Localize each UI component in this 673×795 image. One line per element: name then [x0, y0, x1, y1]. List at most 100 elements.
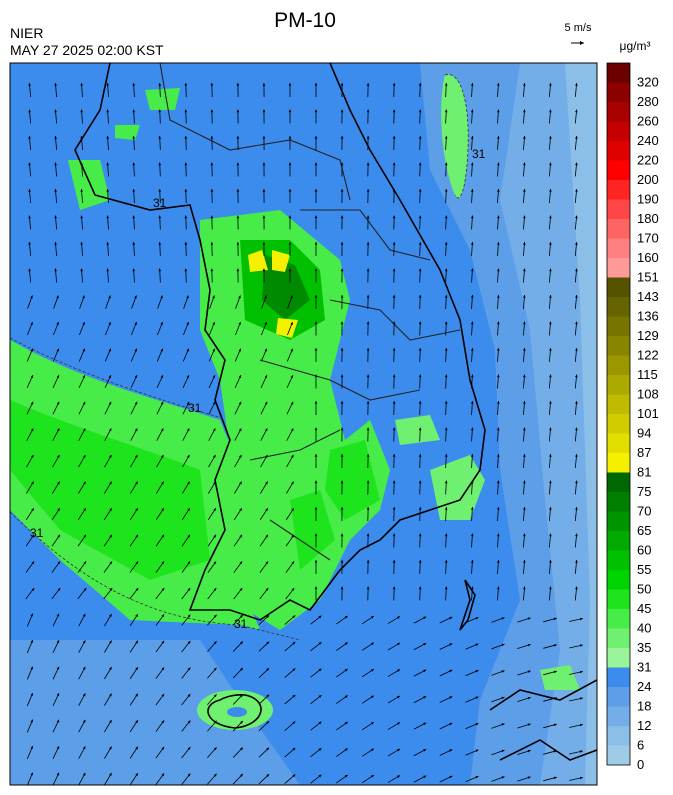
- wind-arrowhead: [575, 401, 578, 404]
- colorbar-swatch: [607, 199, 630, 219]
- wind-arrows: [25, 82, 583, 785]
- wind-arrowhead: [397, 642, 401, 646]
- wind-arrowhead: [212, 375, 216, 379]
- wind-arrowhead: [186, 454, 190, 458]
- wind-arrowhead: [314, 136, 318, 139]
- wind-arrowhead: [470, 215, 474, 219]
- wind-arrowhead: [444, 268, 448, 272]
- wind-arrowhead: [109, 508, 112, 512]
- wind-arrowhead: [496, 109, 500, 113]
- wind-arrowhead: [366, 295, 370, 298]
- wind-arrowhead: [475, 643, 479, 647]
- wind-arrowhead: [496, 268, 500, 272]
- wind-arrowhead: [291, 481, 294, 485]
- wind-arrowhead: [160, 295, 163, 299]
- wind-arrowhead: [549, 189, 552, 192]
- wind-arrowhead: [108, 348, 111, 352]
- wind-arrowhead: [213, 481, 216, 485]
- wind-arrowhead: [83, 561, 87, 565]
- colorbar-label: 18: [637, 699, 651, 714]
- wind-arrowhead: [28, 109, 31, 113]
- wind-arrowhead: [161, 720, 165, 724]
- wind-arrowhead: [553, 697, 557, 700]
- coastline: [74, 63, 597, 761]
- wind-arrowhead: [238, 454, 242, 458]
- wind-arrowhead: [418, 480, 422, 484]
- wind-arrowhead: [549, 401, 552, 404]
- wind-arrowhead: [370, 722, 374, 725]
- wind-arrowhead: [418, 189, 422, 192]
- wind-arrowhead: [132, 83, 136, 86]
- wind-arrowhead: [135, 773, 138, 777]
- wind-arrowhead: [366, 401, 370, 404]
- wind-arrowhead: [522, 454, 526, 457]
- wind-arrowhead: [54, 268, 57, 272]
- colorbar-swatch: [607, 160, 630, 180]
- wind-arrowhead: [344, 668, 348, 672]
- low-area: [565, 63, 597, 785]
- wind-arrowhead: [265, 587, 269, 591]
- wind-arrowhead: [212, 428, 216, 432]
- contour-label: 31: [153, 196, 167, 210]
- wind-arrowhead: [344, 721, 348, 725]
- wind-arrowhead: [187, 508, 190, 512]
- wind-arrowhead: [82, 321, 85, 325]
- high-spot: [248, 250, 298, 338]
- wind-arrowhead: [210, 215, 214, 219]
- wind-arrowhead: [31, 508, 34, 512]
- wind-arrowhead: [132, 242, 136, 245]
- wind-arrowhead: [57, 561, 61, 565]
- wind-arrowhead: [579, 723, 583, 727]
- contour-lines: [10, 74, 469, 641]
- wind-arrowhead: [470, 454, 474, 457]
- wind-arrowhead: [522, 136, 526, 139]
- wind-arrowhead: [56, 428, 60, 432]
- wind-arrowhead: [522, 586, 526, 590]
- wind-arrowhead: [340, 242, 344, 245]
- wind-arrowhead: [31, 481, 34, 485]
- colorbar-label: 320: [637, 75, 659, 90]
- wind-arrowhead: [292, 641, 296, 645]
- wind-arrowhead: [262, 215, 266, 219]
- wind-arrowhead: [501, 670, 505, 673]
- wind-arrowhead: [54, 109, 57, 113]
- wind-arrowhead: [161, 773, 165, 777]
- wind-arrowhead: [527, 617, 531, 620]
- wind-arrowhead: [210, 83, 214, 86]
- wind-arrowhead: [135, 720, 138, 724]
- wind-arrowhead: [496, 533, 500, 537]
- wind-arrowhead: [549, 242, 552, 245]
- wind-arrowhead: [238, 401, 242, 405]
- wind-arrowhead: [56, 640, 60, 644]
- wind-arrowhead: [80, 83, 84, 86]
- wind-arrowhead: [496, 560, 500, 563]
- wind-arrowhead: [158, 268, 162, 272]
- wind-arrowhead: [82, 772, 86, 776]
- wind-arrowhead: [575, 189, 578, 192]
- wind-arrowhead: [82, 640, 86, 644]
- wind-arrowhead: [522, 374, 526, 378]
- wind-arrowhead: [56, 295, 59, 299]
- colorbar-label: 160: [637, 250, 659, 265]
- wind-arrowhead: [366, 83, 370, 86]
- wind-arrowhead: [496, 215, 500, 219]
- wind-arrowhead: [575, 348, 578, 351]
- wind-arrowhead: [527, 696, 531, 700]
- wind-arrowhead: [418, 348, 422, 351]
- wind-arrowhead: [501, 776, 505, 779]
- wind-arrowhead: [108, 428, 112, 432]
- colorbar-swatch: [607, 336, 630, 356]
- wind-arrowhead: [496, 427, 500, 431]
- wind-arrowhead: [366, 189, 370, 192]
- colorbar-swatch: [607, 589, 630, 609]
- wind-arrowhead: [213, 587, 217, 591]
- wind-arrowhead: [549, 480, 552, 484]
- wind-arrowhead: [575, 454, 578, 457]
- wind-arrowhead: [418, 427, 422, 431]
- wind-arrowhead: [340, 215, 344, 219]
- wind-arrowhead: [470, 295, 474, 298]
- wind-arrowhead: [501, 749, 505, 753]
- wind-arrowhead: [28, 162, 31, 166]
- colorbar-swatch: [607, 394, 630, 414]
- wind-arrowhead: [527, 670, 531, 673]
